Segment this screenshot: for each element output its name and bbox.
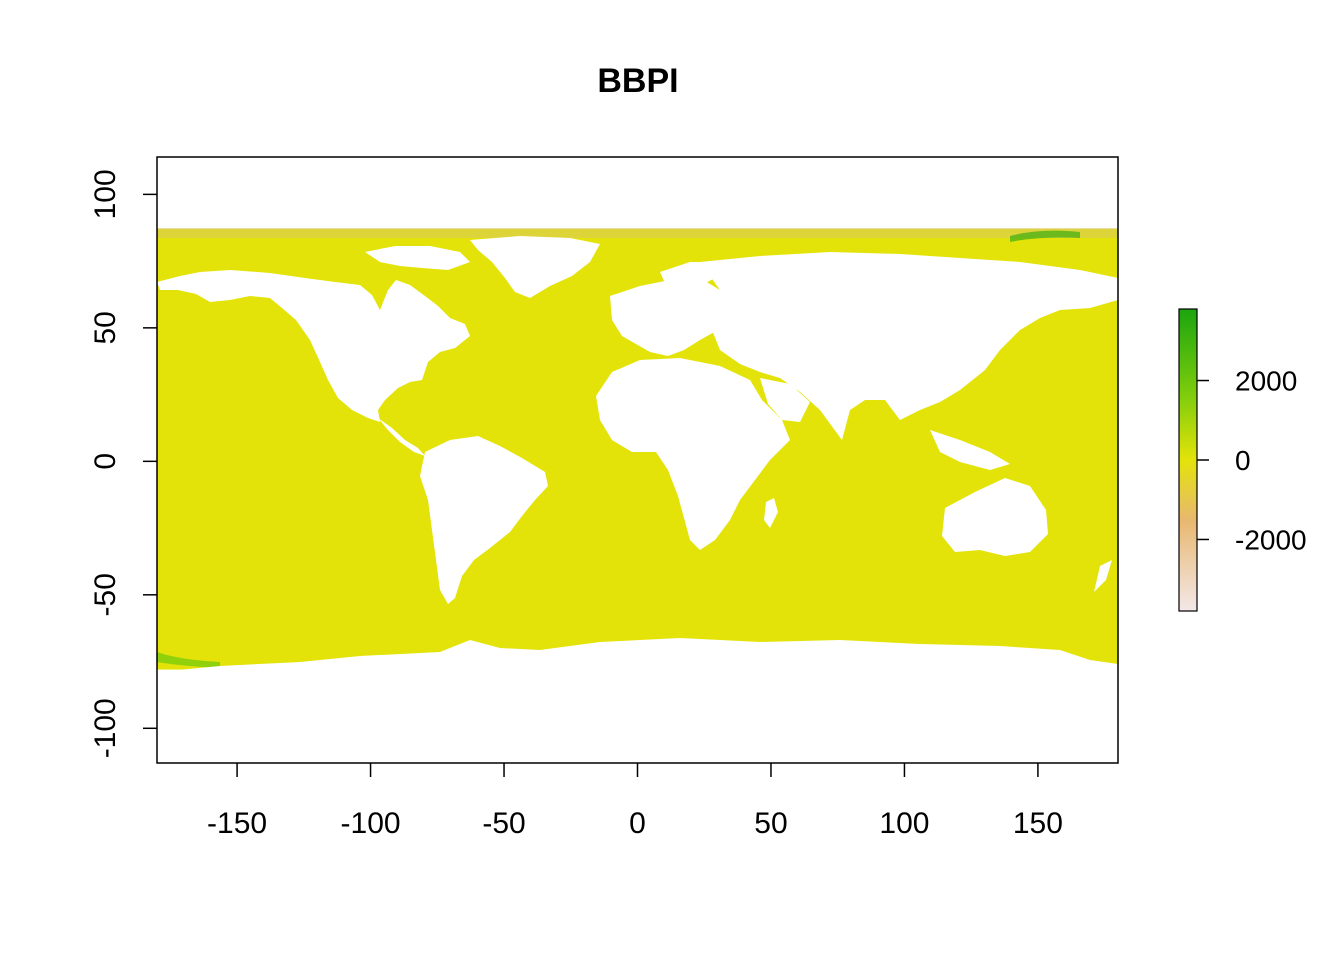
arctic-green-streak <box>1010 230 1080 242</box>
land-asia <box>700 252 1118 440</box>
y-tick-label: -100 <box>89 698 122 758</box>
land-antarctica <box>157 638 1118 720</box>
land-madagascar <box>764 498 778 528</box>
land-masses <box>157 236 1118 720</box>
colorbar-tick-label: 2000 <box>1235 366 1297 397</box>
x-tick-label: -100 <box>341 807 401 840</box>
land-greenland <box>470 236 600 298</box>
x-tick-label: -50 <box>482 807 525 840</box>
colorbar-tick-label: 0 <box>1235 445 1251 476</box>
x-tick-label: 0 <box>629 807 646 840</box>
chart-title: BBPI <box>597 62 678 100</box>
x-tick-label: 50 <box>754 807 787 840</box>
y-tick-label: -50 <box>89 573 122 616</box>
y-tick-label: 50 <box>89 311 122 344</box>
land-arabia <box>760 378 810 422</box>
x-tick-label: -150 <box>207 807 267 840</box>
land-africa <box>596 358 790 550</box>
land-arctic-islands <box>365 246 470 270</box>
land-new-zealand <box>1094 560 1112 592</box>
colorbar-gradient <box>1178 308 1198 612</box>
arctic-texture-band <box>157 228 1118 238</box>
colorbar-legend: 2000 0 -2000 <box>1178 308 1307 612</box>
land-central-america <box>378 418 425 456</box>
land-southeast-asia <box>930 430 1010 470</box>
y-axis: 100 50 0 -50 -100 <box>89 169 157 758</box>
land-scandinavia <box>660 262 720 296</box>
land-europe <box>610 278 728 356</box>
x-tick-label: 100 <box>879 807 929 840</box>
y-tick-label: 0 <box>89 453 122 470</box>
x-axis: -150 -100 -50 0 50 100 150 <box>207 763 1063 840</box>
land-north-america <box>157 270 470 422</box>
antarctic-green-streak <box>157 652 220 668</box>
land-south-america <box>420 436 548 604</box>
colorbar-tick-label: -2000 <box>1235 524 1307 555</box>
land-australia <box>942 478 1048 556</box>
x-tick-label: 150 <box>1013 807 1063 840</box>
y-tick-label: 100 <box>89 169 122 219</box>
